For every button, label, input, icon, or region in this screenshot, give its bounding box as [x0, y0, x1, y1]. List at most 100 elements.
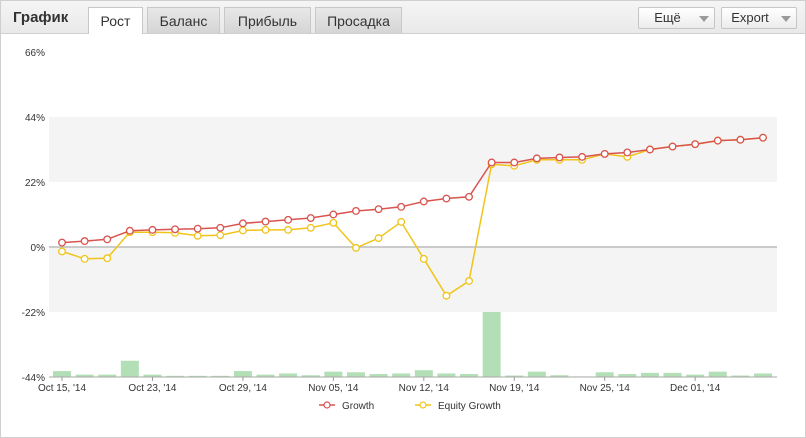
- bar: [550, 375, 569, 377]
- y-tick-label: 44%: [25, 113, 45, 124]
- x-tick-label: Oct 23, '14: [128, 383, 176, 394]
- bar: [414, 370, 433, 377]
- tab-growth[interactable]: Рост: [88, 7, 143, 34]
- bar: [346, 372, 365, 377]
- data-point: [623, 148, 632, 157]
- bar: [618, 374, 637, 377]
- data-point: [216, 231, 225, 240]
- data-point: [352, 243, 360, 252]
- data-point: [103, 254, 112, 263]
- data-point: [442, 194, 451, 203]
- data-point: [397, 202, 406, 211]
- data-point: [125, 226, 134, 235]
- more-button[interactable]: Ещё: [638, 7, 715, 29]
- legend-item: Growth: [319, 401, 374, 412]
- bar: [754, 373, 772, 377]
- y-tick-label: -22%: [22, 308, 45, 319]
- bar: [143, 374, 162, 377]
- data-point: [284, 225, 293, 234]
- data-point: [668, 142, 677, 151]
- bar: [256, 374, 275, 377]
- data-point: [238, 219, 247, 228]
- tab-profit[interactable]: Прибыль: [224, 7, 311, 33]
- bar: [731, 375, 750, 377]
- y-tick-label: 0%: [31, 243, 46, 254]
- legend-label: Equity Growth: [438, 401, 501, 412]
- legend-marker: [323, 401, 331, 409]
- legend-label: Growth: [342, 401, 374, 412]
- tab-balance[interactable]: Баланс: [147, 7, 220, 33]
- bar: [53, 371, 71, 377]
- bar: [301, 375, 320, 377]
- data-point: [645, 145, 654, 154]
- tab-drawdown[interactable]: Просадка: [315, 7, 402, 33]
- data-point: [238, 226, 247, 235]
- data-point: [58, 238, 66, 247]
- data-point: [103, 235, 112, 244]
- chart-header: График Рост Баланс Прибыль Просадка Ещё …: [1, 1, 805, 34]
- data-point: [442, 291, 451, 300]
- data-point: [329, 210, 338, 219]
- more-button-label: Ещё: [654, 10, 681, 25]
- chevron-down-icon: [699, 16, 709, 22]
- legend-item: Equity Growth: [415, 401, 501, 412]
- data-point: [261, 217, 270, 226]
- data-point: [691, 140, 700, 149]
- data-point: [193, 231, 202, 240]
- data-point: [736, 135, 745, 144]
- bar: [708, 371, 727, 377]
- series-growth: [58, 133, 767, 247]
- bar: [686, 374, 705, 377]
- bar: [211, 375, 230, 377]
- x-tick-label: Dec 01, '14: [670, 383, 721, 394]
- x-tick-label: Nov 19, '14: [489, 383, 540, 394]
- bar: [437, 373, 456, 377]
- data-point: [171, 225, 180, 234]
- data-point: [397, 217, 406, 226]
- data-point: [80, 237, 89, 246]
- bar: [527, 371, 546, 377]
- data-point: [555, 153, 564, 162]
- x-tick-label: Nov 05, '14: [308, 383, 359, 394]
- data-point: [216, 223, 225, 232]
- data-point: [487, 158, 496, 167]
- y-tick-label: -44%: [22, 373, 45, 384]
- data-point: [306, 214, 315, 222]
- data-point: [352, 207, 360, 215]
- export-button[interactable]: Export: [721, 7, 797, 29]
- data-point: [306, 223, 315, 232]
- bar: [482, 312, 501, 377]
- bar: [75, 374, 94, 377]
- x-tick-label: Oct 29, '14: [219, 383, 267, 394]
- bar: [324, 371, 343, 377]
- x-tick-label: Nov 25, '14: [580, 383, 631, 394]
- data-point: [284, 215, 293, 224]
- legend-marker: [419, 401, 427, 409]
- data-point: [374, 234, 383, 243]
- band-upper: [49, 117, 777, 182]
- bar: [166, 375, 185, 377]
- bar: [640, 372, 659, 377]
- bar: [98, 374, 117, 377]
- bar: [505, 375, 524, 377]
- data-point: [261, 225, 270, 234]
- data-point: [80, 254, 89, 263]
- bar: [233, 371, 252, 377]
- data-point: [713, 136, 722, 145]
- bar: [369, 374, 388, 377]
- band-lower: [49, 247, 777, 312]
- y-tick-label: 22%: [25, 178, 45, 189]
- bar: [188, 375, 207, 377]
- bar: [392, 373, 411, 377]
- data-point: [578, 152, 587, 161]
- y-tick-label: 66%: [25, 48, 45, 59]
- data-point: [419, 197, 428, 206]
- data-point: [465, 192, 473, 201]
- data-point: [329, 218, 338, 227]
- chevron-down-icon: [781, 16, 791, 22]
- bar: [460, 374, 479, 377]
- bar: [120, 360, 139, 377]
- chart-title: График: [13, 9, 69, 26]
- x-tick-label: Nov 12, '14: [399, 383, 450, 394]
